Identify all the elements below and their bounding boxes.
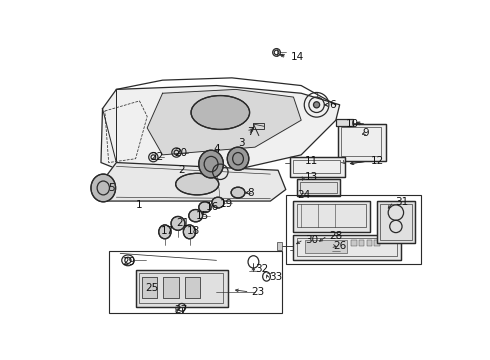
Text: 33: 33: [269, 271, 282, 282]
Bar: [336, 119, 353, 126]
Bar: [185, 276, 200, 298]
Bar: [136, 270, 228, 307]
Bar: [142, 276, 157, 298]
Ellipse shape: [231, 187, 245, 198]
Polygon shape: [101, 86, 340, 178]
Bar: [253, 122, 264, 129]
Bar: [359, 240, 365, 246]
Bar: [294, 201, 370, 232]
Ellipse shape: [199, 150, 223, 178]
Text: 12: 12: [370, 156, 384, 166]
Text: 32: 32: [255, 264, 268, 274]
Text: 15: 15: [196, 211, 209, 221]
Bar: [277, 242, 282, 249]
Bar: [142, 276, 157, 298]
Bar: [185, 276, 200, 298]
Bar: [300, 182, 337, 193]
Text: 3: 3: [238, 138, 245, 148]
Ellipse shape: [171, 216, 185, 230]
Text: 10: 10: [346, 119, 359, 129]
Text: 22: 22: [150, 152, 164, 162]
Text: 11: 11: [305, 156, 318, 166]
Text: 21: 21: [176, 219, 190, 228]
Ellipse shape: [189, 210, 203, 222]
Polygon shape: [97, 163, 286, 201]
Text: 31: 31: [395, 197, 408, 207]
Text: 29: 29: [122, 257, 136, 267]
Bar: [109, 251, 282, 313]
Bar: [367, 240, 372, 246]
Bar: [294, 201, 370, 232]
Text: 19: 19: [220, 199, 233, 209]
Polygon shape: [147, 89, 301, 155]
Ellipse shape: [91, 174, 116, 202]
Bar: [380, 204, 412, 239]
Text: 24: 24: [297, 190, 311, 200]
Bar: [305, 240, 347, 253]
Bar: [351, 240, 357, 246]
Bar: [163, 276, 179, 298]
Ellipse shape: [227, 147, 249, 170]
Text: 25: 25: [146, 283, 159, 293]
Bar: [341, 127, 381, 156]
Ellipse shape: [159, 225, 171, 239]
Bar: [338, 124, 386, 161]
Bar: [296, 238, 397, 256]
Text: 4: 4: [214, 144, 220, 154]
Bar: [290, 157, 345, 177]
Text: 18: 18: [187, 226, 200, 236]
Text: 28: 28: [329, 231, 342, 241]
Text: 1: 1: [136, 200, 142, 210]
Bar: [290, 157, 345, 177]
Text: 14: 14: [291, 52, 304, 62]
Bar: [377, 201, 415, 243]
Text: 17: 17: [161, 226, 174, 236]
Text: 2: 2: [178, 165, 185, 175]
Text: 16: 16: [206, 202, 219, 212]
Bar: [293, 160, 341, 173]
Bar: [374, 240, 380, 246]
Bar: [139, 274, 223, 303]
Bar: [294, 235, 401, 260]
Text: 23: 23: [251, 287, 265, 297]
Text: 27: 27: [174, 305, 187, 315]
Bar: [336, 119, 353, 126]
Text: 8: 8: [247, 188, 254, 198]
Text: 6: 6: [330, 100, 336, 110]
Text: 13: 13: [305, 172, 318, 182]
Text: 30: 30: [305, 235, 318, 244]
Bar: [297, 180, 340, 197]
Bar: [338, 124, 386, 161]
Bar: [377, 201, 415, 243]
Ellipse shape: [314, 102, 319, 108]
Text: 5: 5: [109, 183, 115, 193]
Bar: [286, 195, 420, 264]
Ellipse shape: [199, 202, 211, 213]
Bar: [296, 204, 366, 227]
Text: 7: 7: [247, 127, 254, 137]
Ellipse shape: [175, 173, 219, 195]
Ellipse shape: [191, 95, 249, 130]
Text: 26: 26: [334, 241, 347, 251]
Ellipse shape: [183, 225, 196, 239]
Bar: [136, 270, 228, 307]
Bar: [163, 276, 179, 298]
Bar: [297, 180, 340, 197]
Text: 9: 9: [363, 127, 369, 138]
Text: 20: 20: [174, 148, 187, 158]
Ellipse shape: [212, 197, 224, 208]
Bar: [294, 235, 401, 260]
